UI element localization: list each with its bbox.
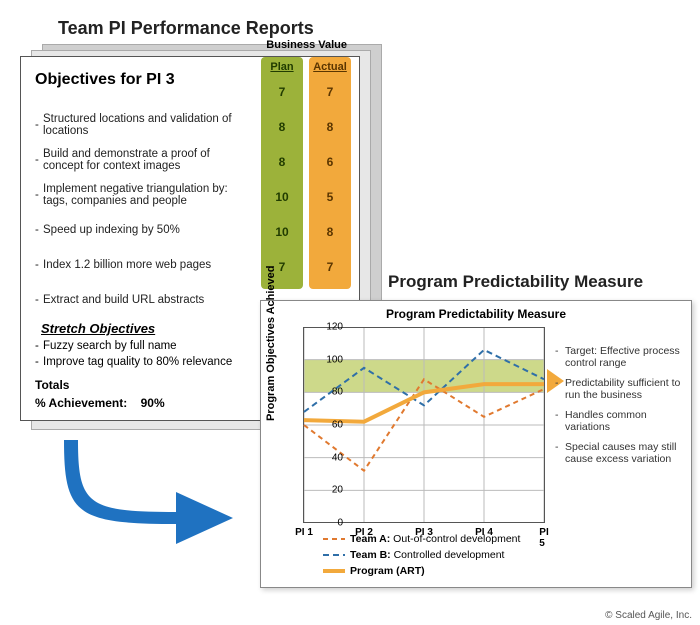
objective-item: Implement negative triangulation by: tag… [35, 177, 245, 212]
chart-plot: 020406080100120PI 1PI 2PI 3PI 4PI 5 [303, 327, 545, 523]
chart-inner-title: Program Predictability Measure [261, 301, 691, 321]
xtick-label: PI 5 [539, 527, 548, 549]
actual-value: 6 [309, 145, 351, 180]
flow-arrow [58, 440, 238, 560]
chart-note: Target: Effective process control range [555, 341, 683, 373]
actual-value: 8 [309, 215, 351, 250]
actual-value: 7 [309, 250, 351, 285]
actual-value: 7 [309, 75, 351, 110]
objective-item: Extract and build URL abstracts [35, 282, 245, 317]
arrow-icon [64, 440, 233, 544]
ytick-label: 100 [326, 354, 343, 365]
achievement-label: % Achievement: [35, 396, 127, 410]
plan-value: 10 [261, 180, 303, 215]
legend-item: Program (ART) [323, 563, 520, 579]
plan-value: 10 [261, 215, 303, 250]
business-value-header: Business Value [266, 39, 347, 51]
ytick-label: 40 [332, 452, 343, 463]
chart-card: Program Predictability Measure Program O… [260, 300, 692, 588]
actual-value: 8 [309, 110, 351, 145]
ytick-label: 120 [326, 322, 343, 333]
ytick-label: 20 [332, 485, 343, 496]
objective-item: Index 1.2 billion more web pages [35, 247, 245, 282]
actual-column: Actual 786587 [309, 57, 351, 289]
chart-note: Predictability sufficient to run the bus… [555, 373, 683, 405]
actual-value: 5 [309, 180, 351, 215]
legend-item: Team A: Out-of-control development [323, 531, 520, 547]
plan-value: 8 [261, 145, 303, 180]
xtick-label: PI 1 [295, 527, 313, 538]
chart-note: Handles common variations [555, 405, 683, 437]
chart-outer-title: Program Predictability Measure [388, 272, 643, 292]
legend-item: Team B: Controlled development [323, 547, 520, 563]
plan-col-header: Plan [261, 59, 303, 75]
team-reports-title: Team PI Performance Reports [58, 18, 314, 39]
objective-item: Build and demonstrate a proof of concept… [35, 142, 245, 177]
objective-item: Speed up indexing by 50% [35, 212, 245, 247]
chart-legend: Team A: Out-of-control developmentTeam B… [323, 531, 520, 579]
ytick-label: 80 [332, 387, 343, 398]
chart-note: Special causes may still cause excess va… [555, 437, 683, 469]
chart-ylabel: Program Objectives Achieved [265, 266, 277, 422]
plan-value: 8 [261, 110, 303, 145]
ytick-label: 0 [337, 518, 343, 529]
ytick-label: 60 [332, 420, 343, 431]
objective-item: Structured locations and validation of l… [35, 107, 245, 142]
actual-col-header: Actual [309, 59, 351, 75]
plan-column: Plan 78810107 [261, 57, 303, 289]
plan-value: 7 [261, 75, 303, 110]
chart-notes: Target: Effective process control rangeP… [555, 341, 683, 469]
copyright-text: © Scaled Agile, Inc. [605, 610, 692, 621]
value-columns: Plan 78810107 Actual 786587 [261, 57, 351, 289]
achievement-value: 90% [141, 396, 165, 410]
